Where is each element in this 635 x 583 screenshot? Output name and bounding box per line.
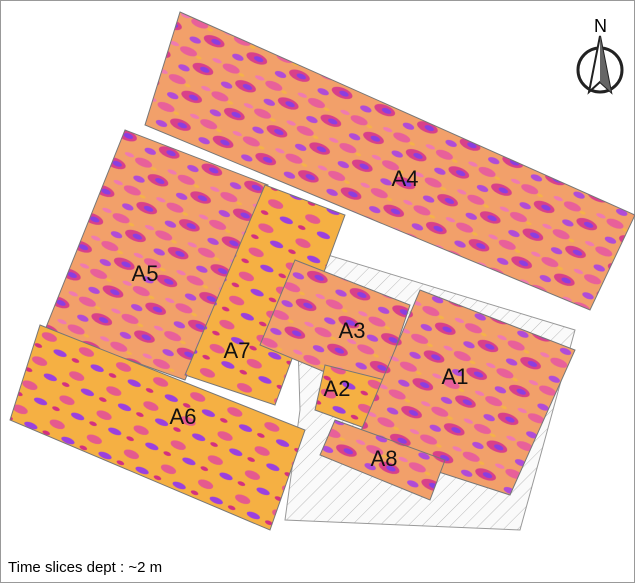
caption: Time slices dept : ~2 m [8, 559, 162, 576]
survey-area [184, 184, 346, 406]
area-label: A1 [442, 364, 469, 389]
area-label: A6 [170, 404, 197, 429]
area-label: A2 [324, 376, 351, 401]
arrow-shade [600, 36, 611, 92]
north-label: N [594, 16, 607, 36]
survey-area [319, 419, 446, 501]
area-label: A5 [132, 261, 159, 286]
area-label: A8 [371, 446, 398, 471]
area-label: A4 [392, 166, 419, 191]
survey-area [354, 289, 576, 496]
survey-areas: A4 A5 A7 A3 A2 A1 A6 A8 [9, 11, 635, 531]
north-arrow: N [576, 16, 624, 95]
area-label: A3 [339, 318, 366, 343]
survey-area [144, 11, 635, 311]
survey-area [9, 324, 306, 531]
area-label: A7 [224, 338, 251, 363]
survey-area [44, 129, 269, 381]
